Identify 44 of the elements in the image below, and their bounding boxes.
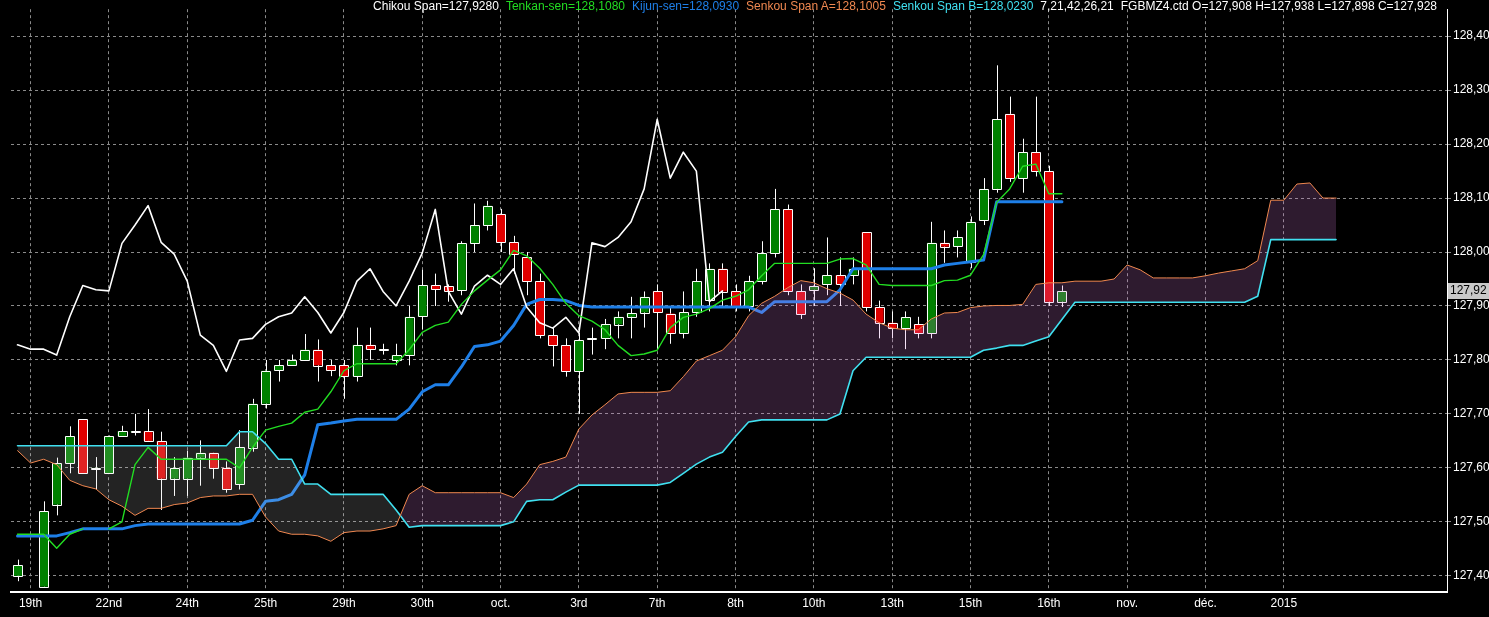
x-tick-label: 2015 — [1270, 595, 1298, 610]
y-tick-label: 128,20 — [1453, 136, 1489, 151]
candlestick — [587, 327, 597, 356]
x-tick-label: 16th — [1037, 595, 1061, 610]
candlestick — [339, 359, 349, 400]
x-tick-label: 15th — [958, 595, 983, 610]
annotation: 127,92 — [1450, 283, 1488, 298]
y-tick-label: 127,60 — [1453, 460, 1489, 475]
x-tick-label: nov. — [1116, 595, 1139, 610]
candlestick — [548, 327, 558, 367]
x-tick-label: 30th — [410, 595, 434, 610]
annotation: 7,21,42,26,21 — [1040, 0, 1114, 13]
x-tick-label: 7th — [648, 595, 666, 610]
text: Senkou Span A=128,1005 — [746, 0, 886, 13]
text: Chikou Span=127,9280 — [373, 0, 499, 13]
x-tick-label: 19th — [18, 595, 43, 610]
y-tick-label: 127,50 — [1453, 514, 1489, 529]
x-tick-label: 29th — [332, 595, 356, 610]
y-tick-label: 127,90 — [1453, 298, 1489, 313]
x-tick-label: 10th — [802, 595, 826, 610]
y-tick-label: 127,70 — [1453, 406, 1489, 421]
y-tick-label: 127,80 — [1453, 352, 1489, 367]
candlestick — [1031, 96, 1041, 177]
text: Tenkan-sen=128,1080 — [505, 0, 625, 13]
candlestick — [522, 251, 532, 296]
x-tick-label: 3rd — [570, 595, 588, 610]
x-tick-label: 13th — [880, 595, 904, 610]
text: Senkou Span B=128,0230 — [892, 0, 1034, 13]
x-tick-label: 22nd — [95, 595, 123, 610]
y-tick-label: 128,40 — [1453, 28, 1489, 43]
x-tick-label: oct. — [490, 595, 511, 610]
text: Kijun-sen=128,0930 — [632, 0, 740, 13]
y-tick-label: 128,10 — [1453, 190, 1489, 205]
candlestick — [274, 359, 284, 383]
candlestick — [822, 236, 832, 296]
x-tick-label: 25th — [253, 595, 278, 610]
y-tick-label: 127,40 — [1453, 568, 1489, 583]
candlestick — [796, 283, 806, 320]
y-tick-label: 128,30 — [1453, 82, 1489, 97]
annotation: FGBMZ4.ctd O=127,908 H=127,938 L=127,898 C=127,928 — [1120, 0, 1437, 13]
x-tick-label: déc. — [1194, 595, 1217, 610]
y-tick-label: 128,00 — [1453, 244, 1489, 259]
x-tick-label: 24th — [175, 595, 199, 610]
x-tick-label: 8th — [727, 595, 744, 610]
